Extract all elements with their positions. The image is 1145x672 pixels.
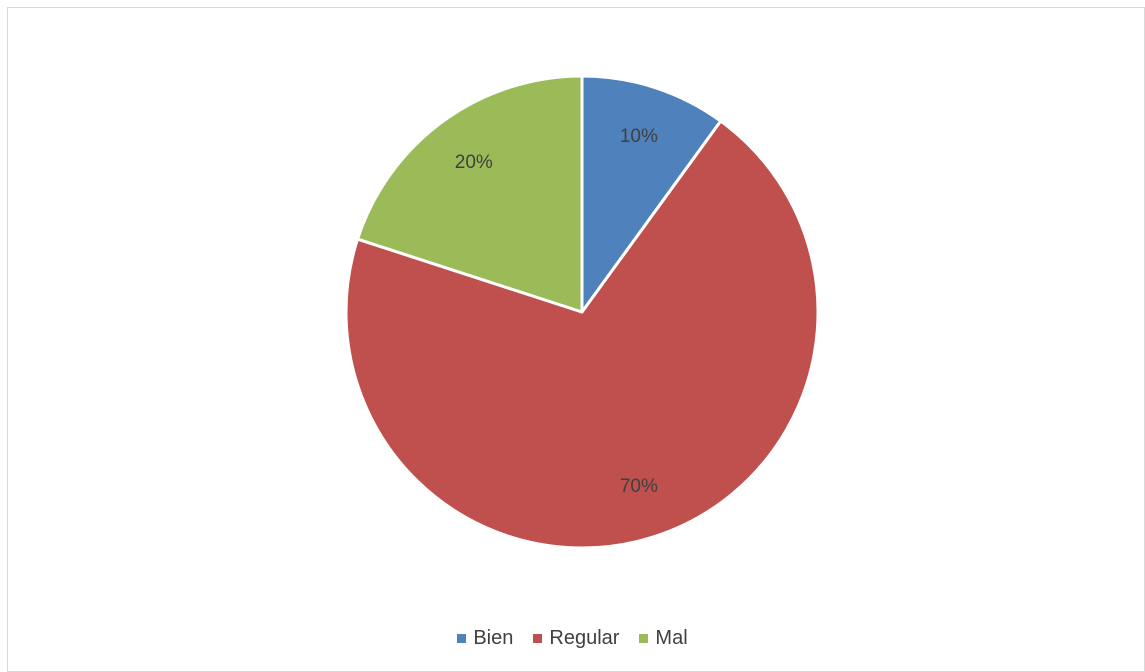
- legend-label-bien: Bien: [473, 627, 514, 649]
- legend-entry-regular: Regular: [533, 627, 619, 650]
- legend-label-regular: Regular: [549, 627, 620, 649]
- legend-swatch-bien: [457, 634, 467, 643]
- pie-slice-bien: [580, 74, 723, 314]
- data-label-bien: 10%: [620, 126, 658, 147]
- legend-label-mal: Mal: [655, 627, 688, 649]
- data-label-regular: 70%: [620, 476, 658, 497]
- legend-swatch-mal: [639, 634, 649, 643]
- data-label-mal: 20%: [455, 152, 493, 173]
- chart-legend: Bien Regular Mal: [0, 627, 1145, 650]
- legend-entry-bien: Bien: [457, 627, 513, 650]
- pie-slice-regular: [344, 119, 820, 550]
- pie-slice-mal: [356, 74, 584, 314]
- legend-swatch-regular: [533, 634, 543, 643]
- legend-entry-mal: Mal: [639, 627, 688, 650]
